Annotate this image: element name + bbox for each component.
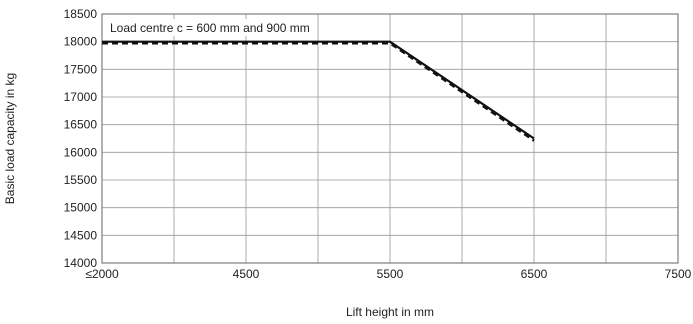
plot-frame: [101, 13, 679, 264]
series-layer: [102, 40, 535, 142]
y-tick-label: 18000: [64, 35, 98, 49]
y-tick-label: 15000: [64, 201, 98, 215]
x-axis-title: Lift height in mm: [346, 305, 434, 319]
x-tick-label: 5500: [377, 267, 404, 281]
y-tick-label: 16500: [64, 118, 98, 132]
y-tick-label: 16000: [64, 145, 98, 159]
x-tick-label: ≤2000: [85, 267, 119, 281]
annotation-background: [105, 19, 315, 36]
x-tick-label: 6500: [521, 267, 548, 281]
grid: [101, 13, 679, 264]
x-tick-label: 7500: [665, 267, 692, 281]
tick-labels: 14000 14500 15000 15500 16000 16500 17000 17500…: [64, 7, 692, 281]
y-tick-label: 17000: [64, 90, 98, 104]
y-tick-label: 18500: [64, 7, 98, 21]
y-tick-label: 14500: [64, 228, 98, 242]
y-tick-label: 14000: [64, 256, 98, 270]
series-line-solid: [102, 40, 535, 140]
annotation-label: Load centre c = 600 mm and 900 mm: [110, 21, 310, 35]
y-tick-label: 17500: [64, 62, 98, 76]
y-tick-label: 15500: [64, 173, 98, 187]
series-line-dashed: [102, 42, 535, 142]
y-axis-title: Basic load capacity in kg: [3, 73, 17, 204]
x-tick-label: 4500: [233, 267, 260, 281]
